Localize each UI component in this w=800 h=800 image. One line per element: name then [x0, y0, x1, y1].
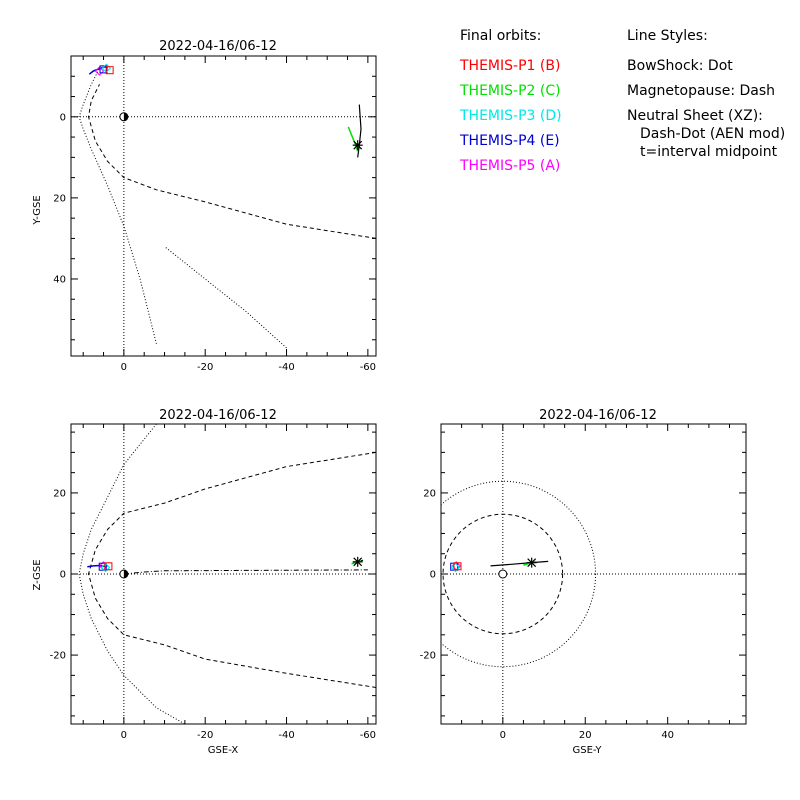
- yz-bow-shock: [441, 480, 597, 668]
- xz-panel-title: 2022-04-16/06-12: [159, 408, 277, 423]
- xy-xtick-label: -20: [197, 362, 213, 373]
- xy-ytick-label: 40: [53, 274, 66, 285]
- orbit-legend: Final orbits: THEMIS-P1 (B) THEMIS-P2 (C…: [459, 28, 562, 174]
- orbit-legend-title: Final orbits:: [460, 28, 541, 44]
- yz-panel-title: 2022-04-16/06-12: [539, 408, 657, 423]
- xy-ylabel: Y-GSE: [32, 195, 43, 225]
- line-style-legend: Line Styles: BowShock: Dot Magnetopause:…: [627, 28, 785, 160]
- line-style-title: Line Styles:: [627, 28, 708, 44]
- xz-plane-panel: 0 -20 -40 -60 20 0 -20: [50, 423, 377, 741]
- legend-themis-p5: THEMIS-P5 (A): [459, 158, 560, 174]
- yz-ytick-label: 0: [430, 570, 436, 581]
- xy-xtick-label: -60: [360, 362, 376, 373]
- xz-xlabel: GSE-X: [208, 745, 239, 756]
- xy-plot-area: [71, 56, 376, 356]
- xy-plane-panel: 0 -20 -40 -60 0 20 40: [53, 55, 377, 373]
- yz-earth: [498, 569, 508, 579]
- yz-far-orbit-green: [523, 560, 537, 566]
- xy-bow-shock: [78, 67, 157, 344]
- yz-plane-panel: 0 20 40 20 0 -20: [420, 423, 747, 741]
- xy-ytick-label: 0: [60, 112, 66, 123]
- yz-xtick-label: 0: [500, 730, 506, 741]
- xy-near-probe-4: [105, 66, 114, 75]
- xz-bow-shock: [78, 424, 186, 724]
- xz-near-probe-4: [104, 562, 113, 571]
- xy-near-probe-1: [94, 66, 105, 76]
- xz-neutral-sheet: [123, 569, 368, 575]
- line-style-bowshock: BowShock: Dot: [627, 58, 733, 74]
- xy-bow-shock-outer: [164, 246, 287, 349]
- legend-themis-p2: THEMIS-P2 (C): [459, 83, 561, 99]
- yz-ytick-label: -20: [420, 651, 436, 662]
- xz-xtick-label: -40: [278, 730, 294, 741]
- yz-xtick-label: 40: [661, 730, 674, 741]
- xz-magnetopause: [88, 451, 376, 688]
- xy-panel-title: 2022-04-16/06-12: [159, 39, 277, 54]
- yz-magnetopause: [442, 513, 564, 635]
- xz-xtick-label: -20: [197, 730, 213, 741]
- xy-xtick-label: -40: [278, 362, 294, 373]
- xz-xtick-label: 0: [121, 730, 127, 741]
- xz-xtick-label: -60: [360, 730, 376, 741]
- xy-xtick-label: 0: [121, 362, 127, 373]
- xy-frame: [70, 55, 377, 357]
- xy-near-orbit: [88, 66, 108, 75]
- xy-near-probe-2: [99, 65, 108, 74]
- line-style-neutral-sheet: Neutral Sheet (XZ):: [627, 108, 763, 124]
- yz-near-probe-3: [450, 562, 461, 573]
- xz-ytick-label: 20: [53, 488, 66, 499]
- xz-near-probe-2: [98, 562, 107, 571]
- yz-far-orbit-black: [490, 560, 549, 567]
- line-style-dash-dot: Dash-Dot (AEN mod): [640, 126, 785, 142]
- xy-ytick-label: 20: [53, 193, 66, 204]
- yz-xlabel: GSE-Y: [573, 745, 603, 756]
- xz-far-probe-star: [352, 556, 363, 567]
- line-style-magnetopause: Magnetopause: Dash: [627, 83, 775, 99]
- yz-far-probe-star-stroke-4: [527, 558, 537, 568]
- legend-themis-p4: THEMIS-P4 (E): [459, 133, 560, 149]
- legend-themis-p1: THEMIS-P1 (B): [459, 58, 560, 74]
- xz-ytick-label: 0: [60, 570, 66, 581]
- xz-ylabel: Z-GSE: [32, 559, 43, 590]
- legend-themis-p3: THEMIS-P3 (D): [459, 108, 562, 124]
- yz-ytick-label: 20: [423, 488, 436, 499]
- yz-near-probe-4: [453, 562, 462, 571]
- xz-earth-day-side: [123, 570, 128, 578]
- xy-far-probe-star: [352, 140, 363, 151]
- xy-far-orbit-black: [357, 104, 362, 158]
- xz-far-probe-star-stroke-4: [353, 557, 363, 567]
- line-style-midpoint: t=interval midpoint: [640, 144, 778, 160]
- xy-earth-day-side: [123, 112, 128, 121]
- yz-xtick-label: 20: [579, 730, 592, 741]
- yz-far-probe-star: [526, 557, 537, 568]
- xy-far-probe-star-stroke-4: [353, 140, 363, 150]
- xz-near-probe-3: [100, 562, 111, 573]
- xz-ytick-label: -20: [50, 651, 66, 662]
